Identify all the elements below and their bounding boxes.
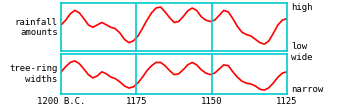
- Text: 1125: 1125: [276, 97, 298, 106]
- Text: 1200 B.C.: 1200 B.C.: [37, 97, 85, 106]
- Text: rainfall
amounts: rainfall amounts: [15, 18, 58, 37]
- Text: 1150: 1150: [201, 97, 223, 106]
- Text: low: low: [291, 42, 307, 51]
- Text: narrow: narrow: [291, 85, 323, 94]
- Text: high: high: [291, 3, 313, 12]
- Text: wide: wide: [291, 54, 313, 62]
- Text: 1175: 1175: [126, 97, 147, 106]
- Text: tree-ring
widths: tree-ring widths: [9, 64, 58, 84]
